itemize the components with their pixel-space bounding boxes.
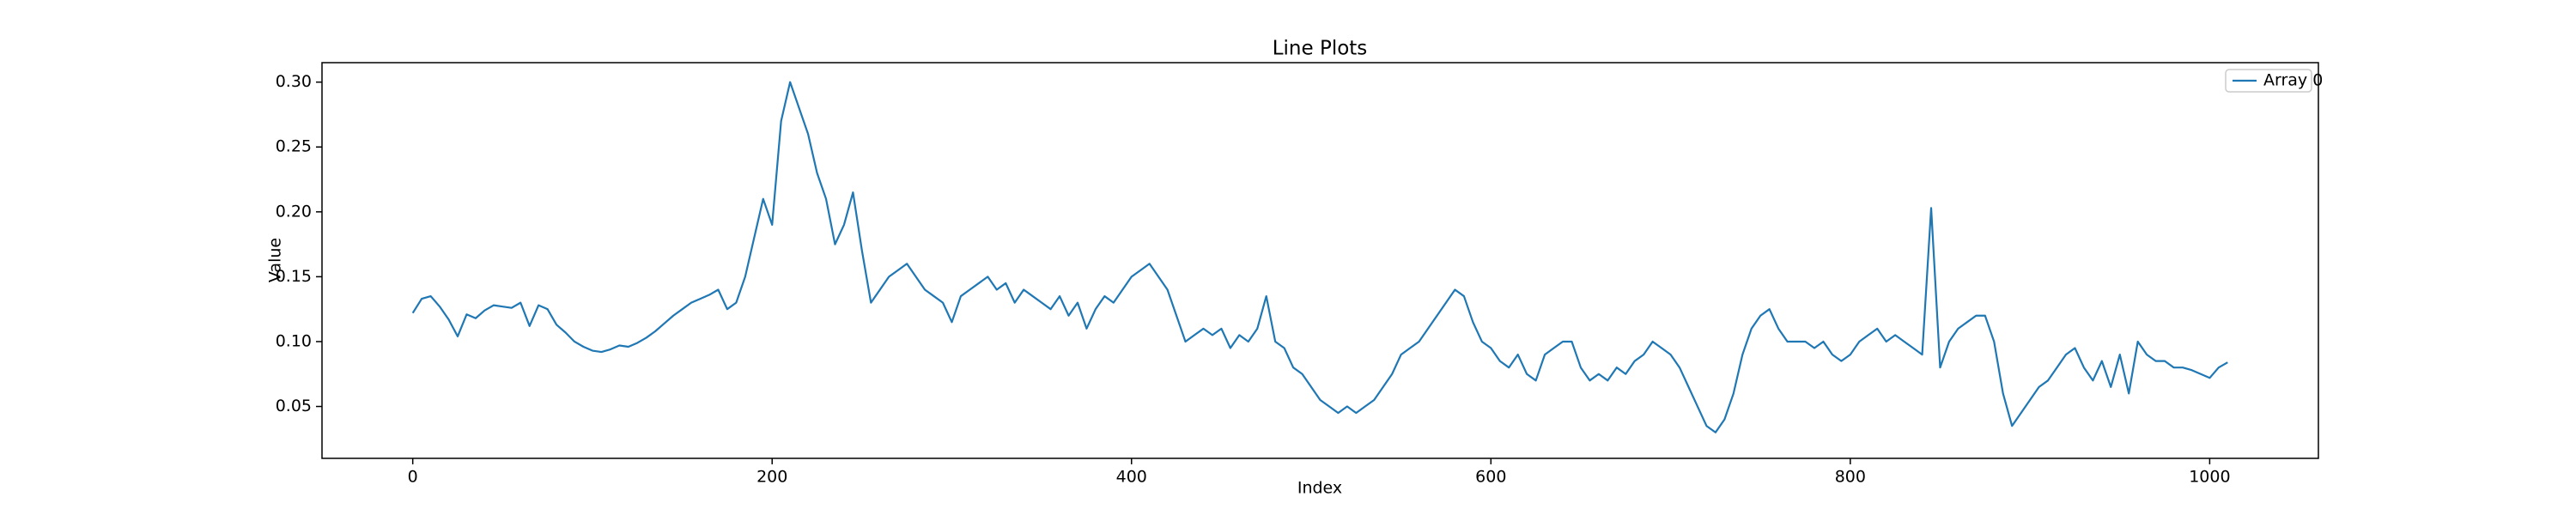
x-tick-label: 800 (1835, 468, 1866, 487)
legend-box (2225, 69, 2312, 93)
line-series (411, 81, 2228, 433)
x-tick-label: 200 (756, 468, 787, 487)
x-tick-label: 400 (1116, 468, 1147, 487)
x-tick-label: 1000 (2189, 468, 2230, 487)
x-axis-label: Index (1297, 479, 1342, 498)
y-tick-label: 0.20 (276, 202, 312, 221)
plot-frame (321, 62, 2319, 459)
y-tick-label: 0.30 (276, 72, 312, 91)
y-tick-label: 0.10 (276, 331, 312, 350)
y-axis-label: Value (266, 238, 285, 282)
x-tick-label: 600 (1475, 468, 1506, 487)
y-tick-label: 0.15 (276, 267, 312, 286)
chart-title: Line Plots (1273, 38, 1368, 60)
y-tick-label: 0.05 (276, 397, 312, 415)
x-tick-label: 0 (408, 468, 418, 487)
y-tick-label: 0.25 (276, 137, 312, 156)
legend-label: Array 0 (2263, 71, 2323, 90)
